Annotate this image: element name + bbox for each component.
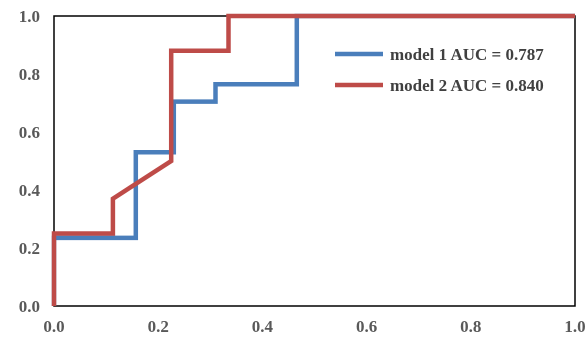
y-tick-label: 0.6 — [19, 123, 40, 142]
series-line-model-2 — [51, 13, 575, 306]
y-tick-label: 0.0 — [19, 297, 40, 316]
x-tick-label: 0.0 — [43, 317, 64, 336]
series-layer — [51, 13, 575, 306]
legend: model 1 AUC = 0.787 model 2 AUC = 0.840 — [335, 45, 544, 95]
x-tick-label: 0.8 — [460, 317, 481, 336]
y-tick-label: 0.4 — [19, 181, 41, 200]
y-axis-ticks: 0.0 0.2 0.4 0.6 0.8 1.0 — [19, 7, 41, 316]
y-tick-label: 1.0 — [19, 7, 40, 26]
legend-label-model-1: model 1 AUC = 0.787 — [390, 45, 544, 64]
series-line-model-1 — [51, 13, 575, 306]
x-tick-label: 0.6 — [356, 317, 377, 336]
x-tick-label: 1.0 — [564, 317, 585, 336]
x-tick-label: 0.2 — [148, 317, 169, 336]
y-tick-label: 0.8 — [19, 65, 40, 84]
x-tick-label: 0.4 — [252, 317, 274, 336]
legend-label-model-2: model 2 AUC = 0.840 — [390, 76, 544, 95]
x-axis-ticks: 0.0 0.2 0.4 0.6 0.8 1.0 — [43, 317, 585, 336]
plot-area — [53, 15, 576, 307]
y-tick-label: 0.2 — [19, 239, 40, 258]
